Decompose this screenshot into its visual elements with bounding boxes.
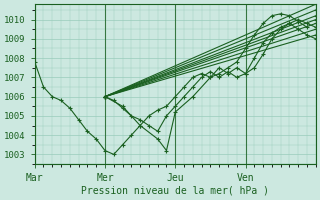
X-axis label: Pression niveau de la mer( hPa ): Pression niveau de la mer( hPa ) (81, 186, 269, 196)
